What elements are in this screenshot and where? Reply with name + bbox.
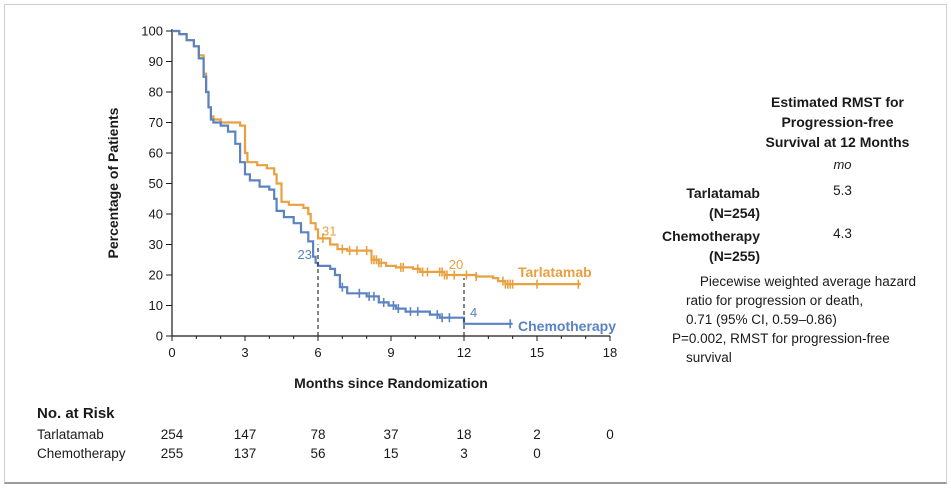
stat-line: Piecewise weighted average hazard (699, 274, 917, 289)
value-annotation: 23 (298, 247, 312, 262)
x-tick-label: 12 (457, 345, 471, 360)
y-axis-title: Percentage of Patients (105, 107, 121, 258)
y-tick-label: 90 (149, 54, 163, 69)
y-tick-label: 0 (156, 329, 163, 344)
x-tick-label: 15 (530, 345, 544, 360)
risk-row-name-chemotherapy: Chemotherapy (37, 446, 126, 461)
risk-cell: 147 (233, 427, 257, 442)
risk-cell: 255 (160, 446, 184, 461)
curves (172, 29, 581, 329)
stat-line: ratio for progression or death, (686, 293, 864, 308)
annotations: 31 23 20 4 (298, 223, 477, 336)
risk-row-name-tarlatamab: Tarlatamab (37, 427, 104, 442)
value-annotation: 4 (470, 305, 477, 320)
risk-table-title: No. at Risk (37, 405, 115, 422)
y-tick-label: 10 (149, 298, 163, 313)
km-curve-chemotherapy (172, 29, 513, 325)
risk-cell: 78 (310, 427, 326, 442)
statistics-text: Piecewise weighted average hazard ratio … (672, 272, 944, 367)
x-tick-label: 18 (603, 345, 617, 360)
risk-cell: 254 (160, 427, 184, 442)
risk-cell: 0 (606, 427, 614, 442)
figure-frame (4, 4, 947, 484)
rmst-row-n: (N=255) (709, 248, 760, 264)
series-label-tarlatamab: Tarlatamab (518, 264, 592, 280)
risk-cell: 3 (460, 446, 468, 461)
rmst-value-chemotherapy: 4.3 (833, 226, 852, 241)
y-tick-label: 100 (141, 24, 163, 39)
rmst-title-line: Progression-free (781, 114, 894, 130)
risk-cell: 2 (533, 427, 541, 442)
x-tick-label: 3 (241, 345, 248, 360)
y-tick-label: 30 (149, 237, 163, 252)
x-tick-label: 9 (387, 345, 394, 360)
risk-cell: 37 (383, 427, 399, 442)
rmst-title-line: Estimated RMST for (770, 94, 904, 110)
rmst-title-line: Survival at 12 Months (765, 134, 910, 150)
y-tick-label: 20 (149, 268, 163, 283)
value-annotation: 20 (449, 257, 463, 272)
stat-line: survival (686, 350, 732, 365)
risk-cell: 15 (383, 446, 399, 461)
y-tick-label: 70 (149, 115, 163, 130)
x-tick-label: 0 (168, 345, 175, 360)
risk-cell: 0 (533, 446, 541, 461)
y-tick-label: 80 (149, 85, 163, 100)
rmst-row-name: Chemotherapy (661, 228, 760, 244)
value-annotation: 31 (322, 223, 336, 238)
rmst-title: Estimated RMST for Progression-free Surv… (735, 92, 940, 152)
rmst-unit: mo (833, 157, 852, 172)
risk-cell: 137 (233, 446, 257, 461)
km-curve-tarlatamab (172, 29, 581, 286)
series-label-chemotherapy: Chemotherapy (518, 318, 616, 334)
rmst-row-n: (N=254) (709, 205, 760, 221)
x-axis-title: Months since Randomization (294, 375, 488, 391)
y-tick-label: 40 (149, 207, 163, 222)
rmst-row-tarlatamab: Tarlatamab (N=254) (610, 183, 760, 223)
x-tick-label: 6 (314, 345, 321, 360)
y-tick-label: 60 (149, 146, 163, 161)
risk-cell: 18 (456, 427, 472, 442)
axes: 0 3 6 9 12 15 18 0 10 20 30 40 50 60 70 80 90 100 (141, 24, 617, 361)
rmst-row-chemotherapy: Chemotherapy (N=255) (610, 226, 760, 266)
rmst-row-name: Tarlatamab (686, 185, 760, 201)
rmst-value-tarlatamab: 5.3 (833, 183, 852, 198)
stat-line: 0.71 (95% CI, 0.59–0.86) (686, 312, 837, 327)
y-tick-label: 50 (149, 176, 163, 191)
risk-cell: 56 (310, 446, 326, 461)
stat-line: P=0.002, RMST for progression-free (672, 331, 890, 346)
